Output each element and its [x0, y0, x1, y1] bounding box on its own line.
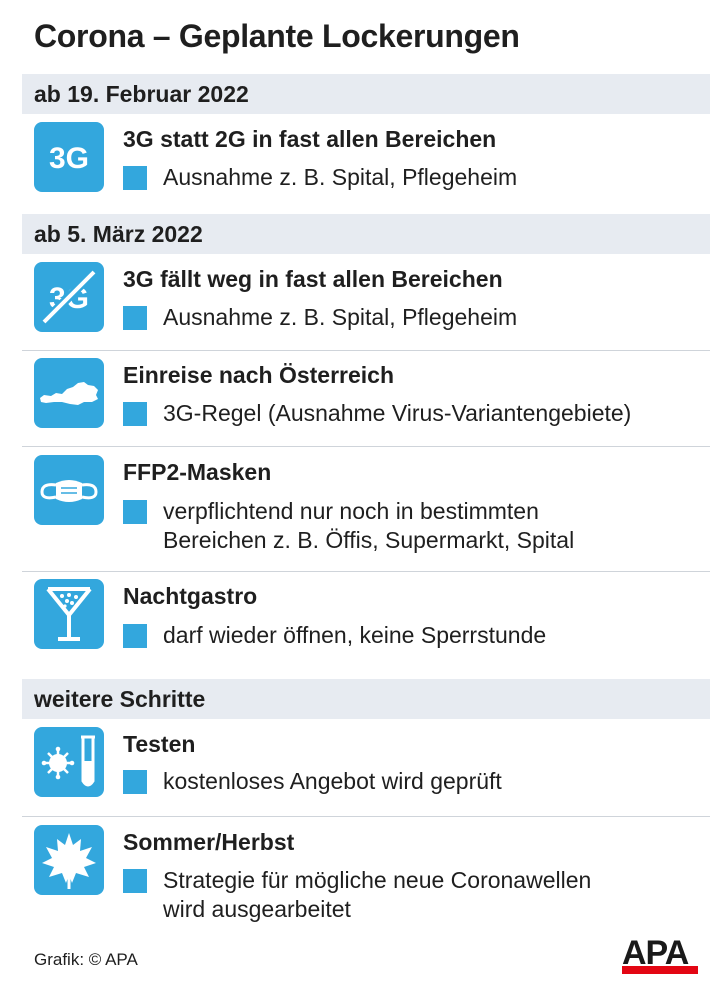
- item-heading: Testen: [123, 731, 196, 757]
- item-text: wird ausgearbeitet: [163, 896, 351, 922]
- item-heading: 3G statt 2G in fast allen Bereichen: [123, 126, 497, 152]
- austria-map-icon: [34, 358, 104, 428]
- divider: [22, 571, 710, 572]
- item-heading: Einreise nach Österreich: [123, 362, 395, 388]
- item-text: Ausnahme z. B. Spital, Pflegeheim: [163, 164, 518, 190]
- bullet-square: [123, 500, 147, 524]
- divider: [22, 446, 710, 447]
- bullet-square: [123, 402, 147, 426]
- leaf-icon: [34, 825, 104, 895]
- section-header-mar-5: ab 5. März 2022: [22, 214, 710, 254]
- bullet-square: [123, 624, 147, 648]
- bullet-square: [123, 770, 147, 794]
- logo-bar: [622, 966, 698, 974]
- svg-text:3G: 3G: [49, 142, 89, 175]
- item-text: Bereichen z. B. Öffis, Supermarkt, Spita…: [163, 527, 575, 553]
- item-text: verpflichtend nur noch in bestimmten: [163, 498, 539, 524]
- 3g-crossed-icon: 3G: [34, 262, 104, 332]
- bullet-square: [123, 306, 147, 330]
- apa-logo: APA: [622, 934, 698, 975]
- section-label: ab 5. März 2022: [34, 221, 203, 247]
- virus-test-tube-icon: [34, 727, 104, 797]
- item-text: darf wieder öffnen, keine Sperrstunde: [163, 622, 547, 648]
- item-heading: FFP2-Masken: [123, 459, 272, 485]
- face-mask-icon: [34, 455, 104, 525]
- item-text: Strategie für mögliche neue Coronawellen: [163, 867, 592, 893]
- item-heading: 3G fällt weg in fast allen Bereichen: [123, 266, 503, 292]
- section-header-next-steps: weitere Schritte: [22, 679, 710, 719]
- 3g-icon: 3G: [34, 122, 104, 192]
- cocktail-glass-icon: [34, 579, 104, 649]
- bullet-square: [123, 869, 147, 893]
- section-header-feb-19: ab 19. Februar 2022: [22, 74, 710, 114]
- section-label: weitere Schritte: [34, 686, 206, 712]
- bullet-square: [123, 166, 147, 190]
- section-label: ab 19. Februar 2022: [34, 81, 249, 107]
- item-text: Ausnahme z. B. Spital, Pflegeheim: [163, 304, 518, 330]
- item-text: kostenloses Angebot wird geprüft: [163, 768, 502, 794]
- item-heading: Nachtgastro: [123, 583, 258, 609]
- page-title: Corona – Geplante Lockerungen: [34, 18, 520, 54]
- logo-text: APA: [622, 934, 689, 972]
- item-heading: Sommer/Herbst: [123, 829, 295, 855]
- item-text: 3G-Regel (Ausnahme Virus-Variantengebiet…: [163, 400, 632, 426]
- divider: [22, 350, 710, 351]
- divider: [22, 816, 710, 817]
- credit: Grafik: © APA: [34, 950, 138, 969]
